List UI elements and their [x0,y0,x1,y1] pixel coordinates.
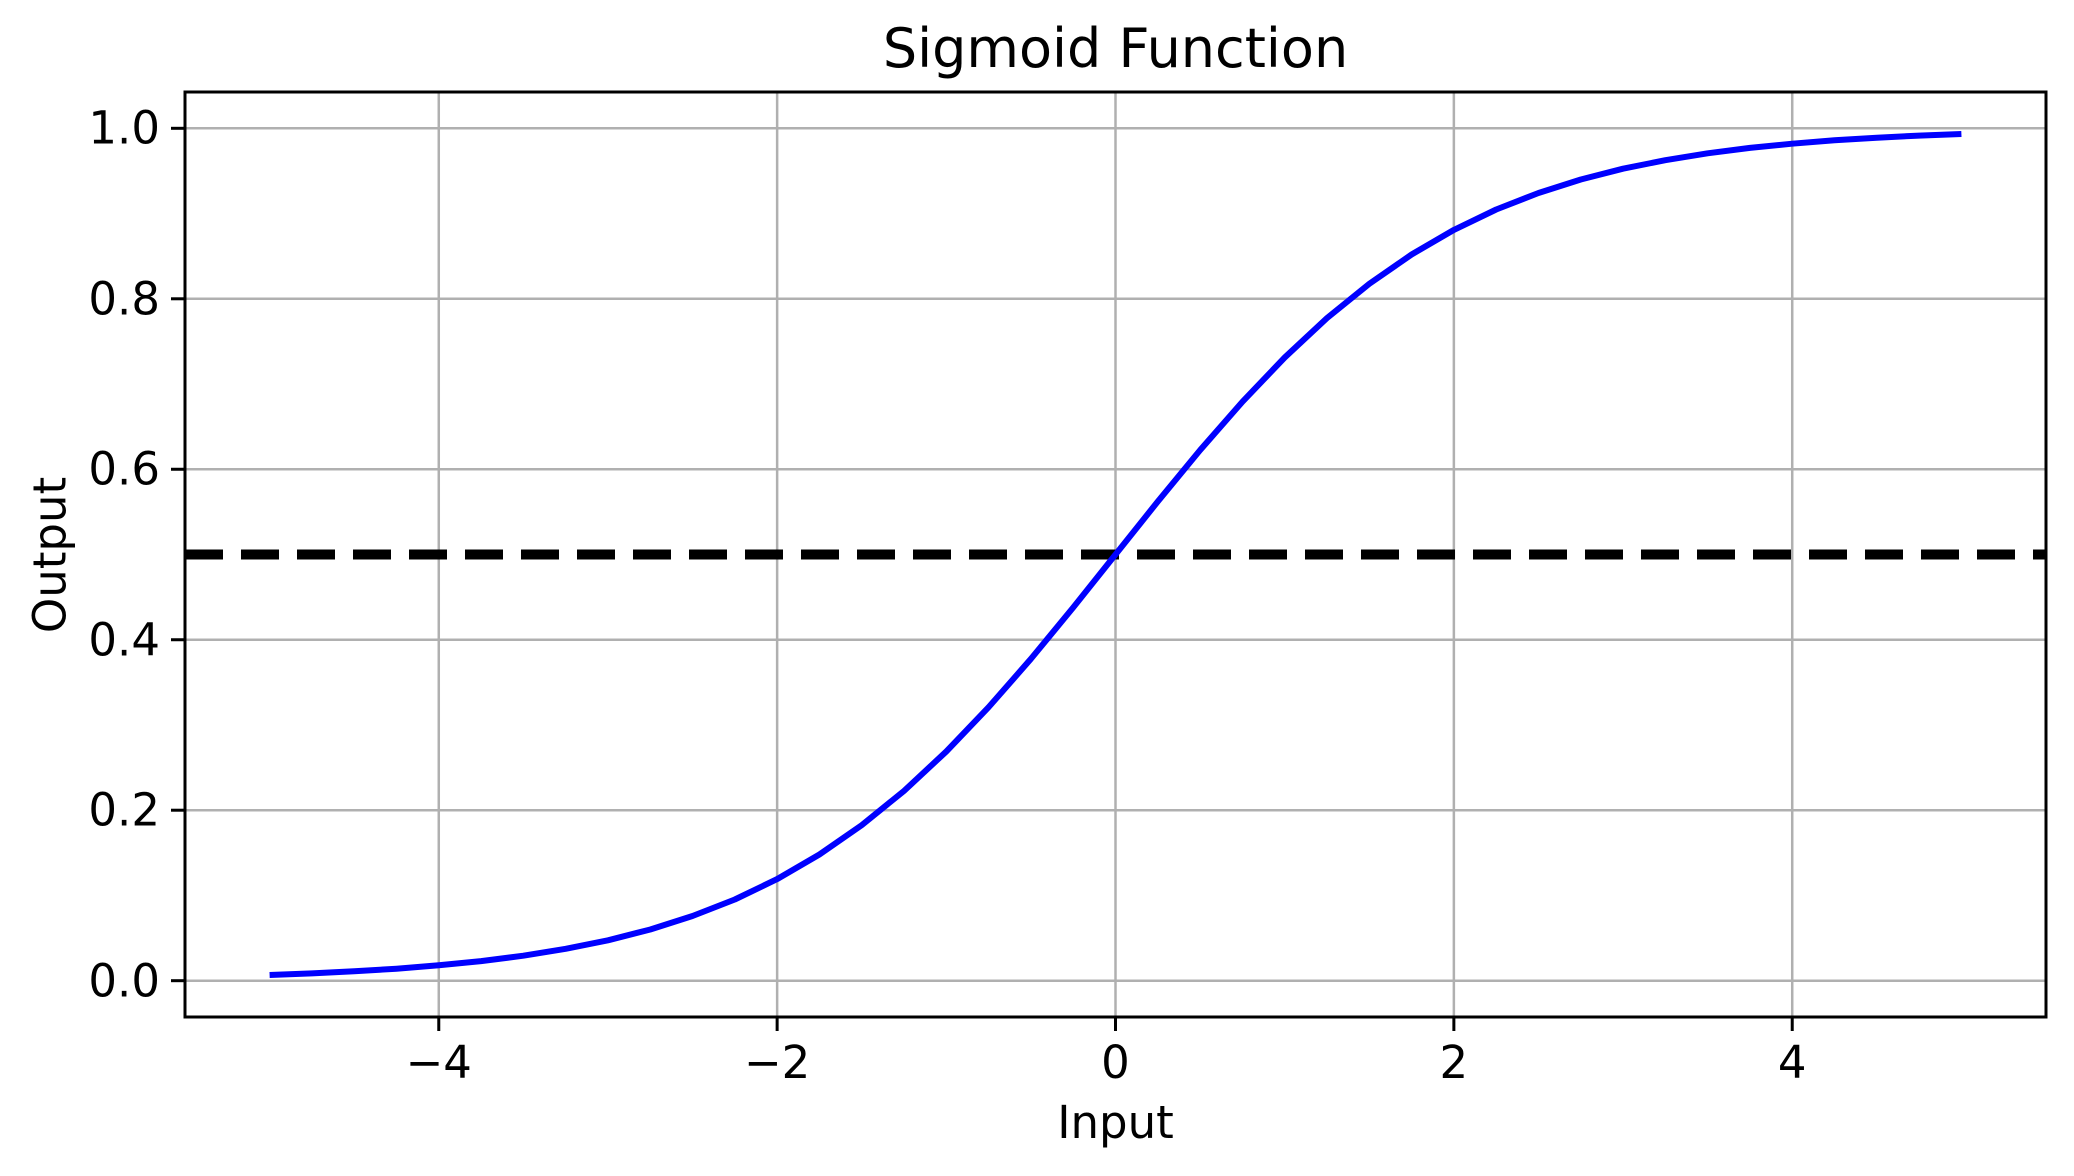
y-axis-label: Output [23,476,77,633]
x-tick-label: 2 [1439,1036,1469,1089]
y-tick-label: 0.2 [88,783,160,837]
chart-title: Sigmoid Function [882,17,1349,80]
y-tick-label: 1.0 [88,101,160,155]
x-tick-label: 4 [1777,1036,1807,1089]
axes-spines [183,90,2048,1019]
y-tick-label: 0.8 [88,272,160,326]
x-tick-label: 0 [1101,1036,1130,1089]
y-tick-label: 0.4 [88,613,160,667]
x-axis-label: Input [1057,1096,1174,1149]
y-tick-label: 0.0 [88,954,160,1008]
y-tick-label: 0.6 [88,442,160,496]
x-tick-label: −2 [743,1036,811,1089]
sigmoid-curve [269,131,1962,978]
x-tick-label: −4 [405,1036,472,1089]
